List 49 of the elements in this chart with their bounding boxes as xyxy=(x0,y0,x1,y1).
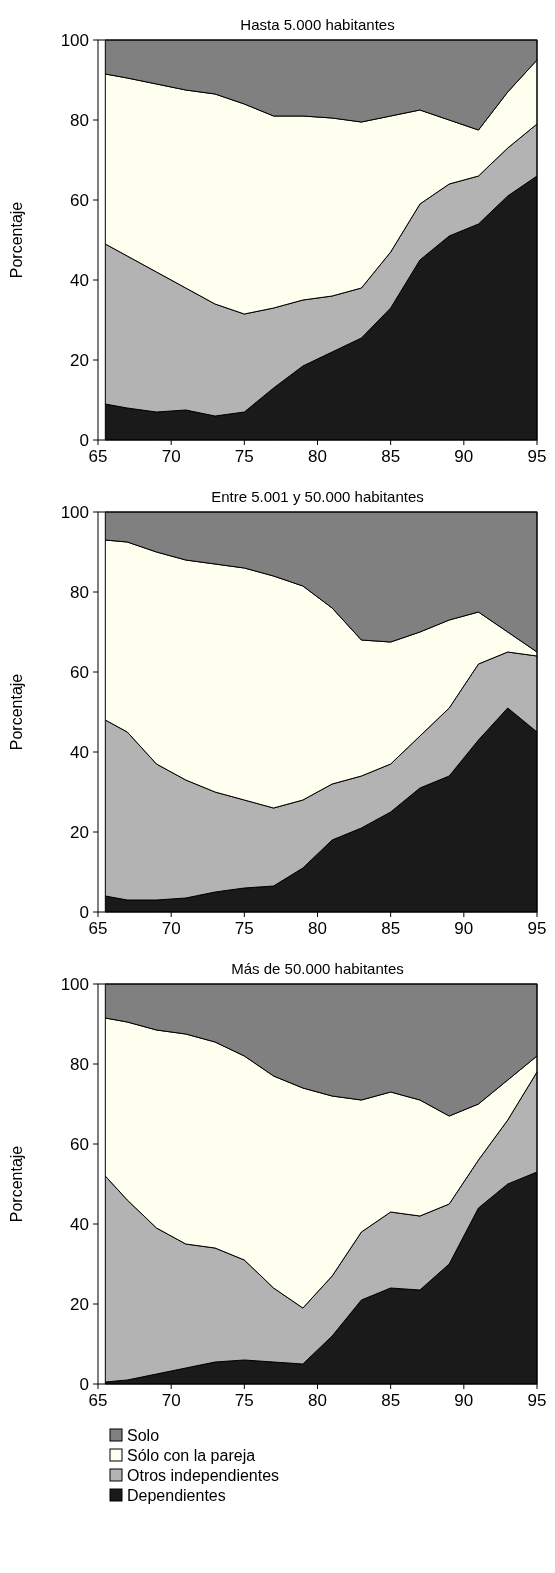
legend-label: Dependientes xyxy=(127,1487,226,1504)
y-tick-label: 60 xyxy=(70,1135,89,1154)
y-tick-label: 100 xyxy=(60,31,89,50)
x-tick-label: 75 xyxy=(234,919,254,938)
y-tick-label: 0 xyxy=(79,431,89,450)
y-axis-title: Porcentaje xyxy=(8,673,25,751)
x-tick-label: 65 xyxy=(88,447,108,466)
y-tick-label: 80 xyxy=(70,111,89,130)
y-tick-label: 40 xyxy=(70,743,89,762)
x-tick-label: 70 xyxy=(161,919,181,938)
x-tick-label: 85 xyxy=(381,1391,401,1410)
chart-title: Hasta 5.000 habitantes xyxy=(240,16,395,33)
x-tick-label: 80 xyxy=(308,447,327,466)
chart-title: Más de 50.000 habitantes xyxy=(231,960,404,977)
x-tick-label: 75 xyxy=(234,1391,254,1410)
x-tick-label: 70 xyxy=(161,447,181,466)
x-tick-label: 85 xyxy=(381,447,401,466)
y-tick-label: 40 xyxy=(70,1215,89,1234)
y-tick-label: 60 xyxy=(70,663,89,682)
y-tick-label: 20 xyxy=(70,1295,89,1314)
x-tick-label: 90 xyxy=(454,919,474,938)
y-tick-label: 100 xyxy=(60,503,89,522)
y-tick-label: 100 xyxy=(60,975,89,994)
x-tick-label: 90 xyxy=(454,447,474,466)
legend-label: Sólo con la pareja xyxy=(127,1447,256,1464)
x-tick-label: 65 xyxy=(88,1391,108,1410)
x-tick-label: 80 xyxy=(308,919,327,938)
x-tick-label: 70 xyxy=(161,1391,181,1410)
x-tick-label: 75 xyxy=(234,447,254,466)
y-axis-title: Porcentaje xyxy=(8,1145,25,1223)
y-axis-title: Porcentaje xyxy=(8,201,25,279)
x-tick-label: 95 xyxy=(527,1391,547,1410)
y-tick-label: 80 xyxy=(70,583,89,602)
y-tick-label: 0 xyxy=(79,1375,89,1394)
y-tick-label: 0 xyxy=(79,903,89,922)
y-tick-label: 20 xyxy=(70,351,89,370)
x-tick-label: 80 xyxy=(308,1391,327,1410)
x-tick-label: 95 xyxy=(527,919,547,938)
y-tick-label: 40 xyxy=(70,271,89,290)
x-tick-label: 65 xyxy=(88,919,108,938)
y-tick-label: 60 xyxy=(70,191,89,210)
y-tick-label: 20 xyxy=(70,823,89,842)
x-tick-label: 95 xyxy=(527,447,547,466)
legend-label: Solo xyxy=(127,1427,160,1444)
chart-title: Entre 5.001 y 50.000 habitantes xyxy=(211,488,424,505)
legend-label: Otros independientes xyxy=(127,1467,280,1484)
x-tick-label: 85 xyxy=(381,919,401,938)
x-tick-label: 90 xyxy=(454,1391,474,1410)
y-tick-label: 80 xyxy=(70,1055,89,1074)
